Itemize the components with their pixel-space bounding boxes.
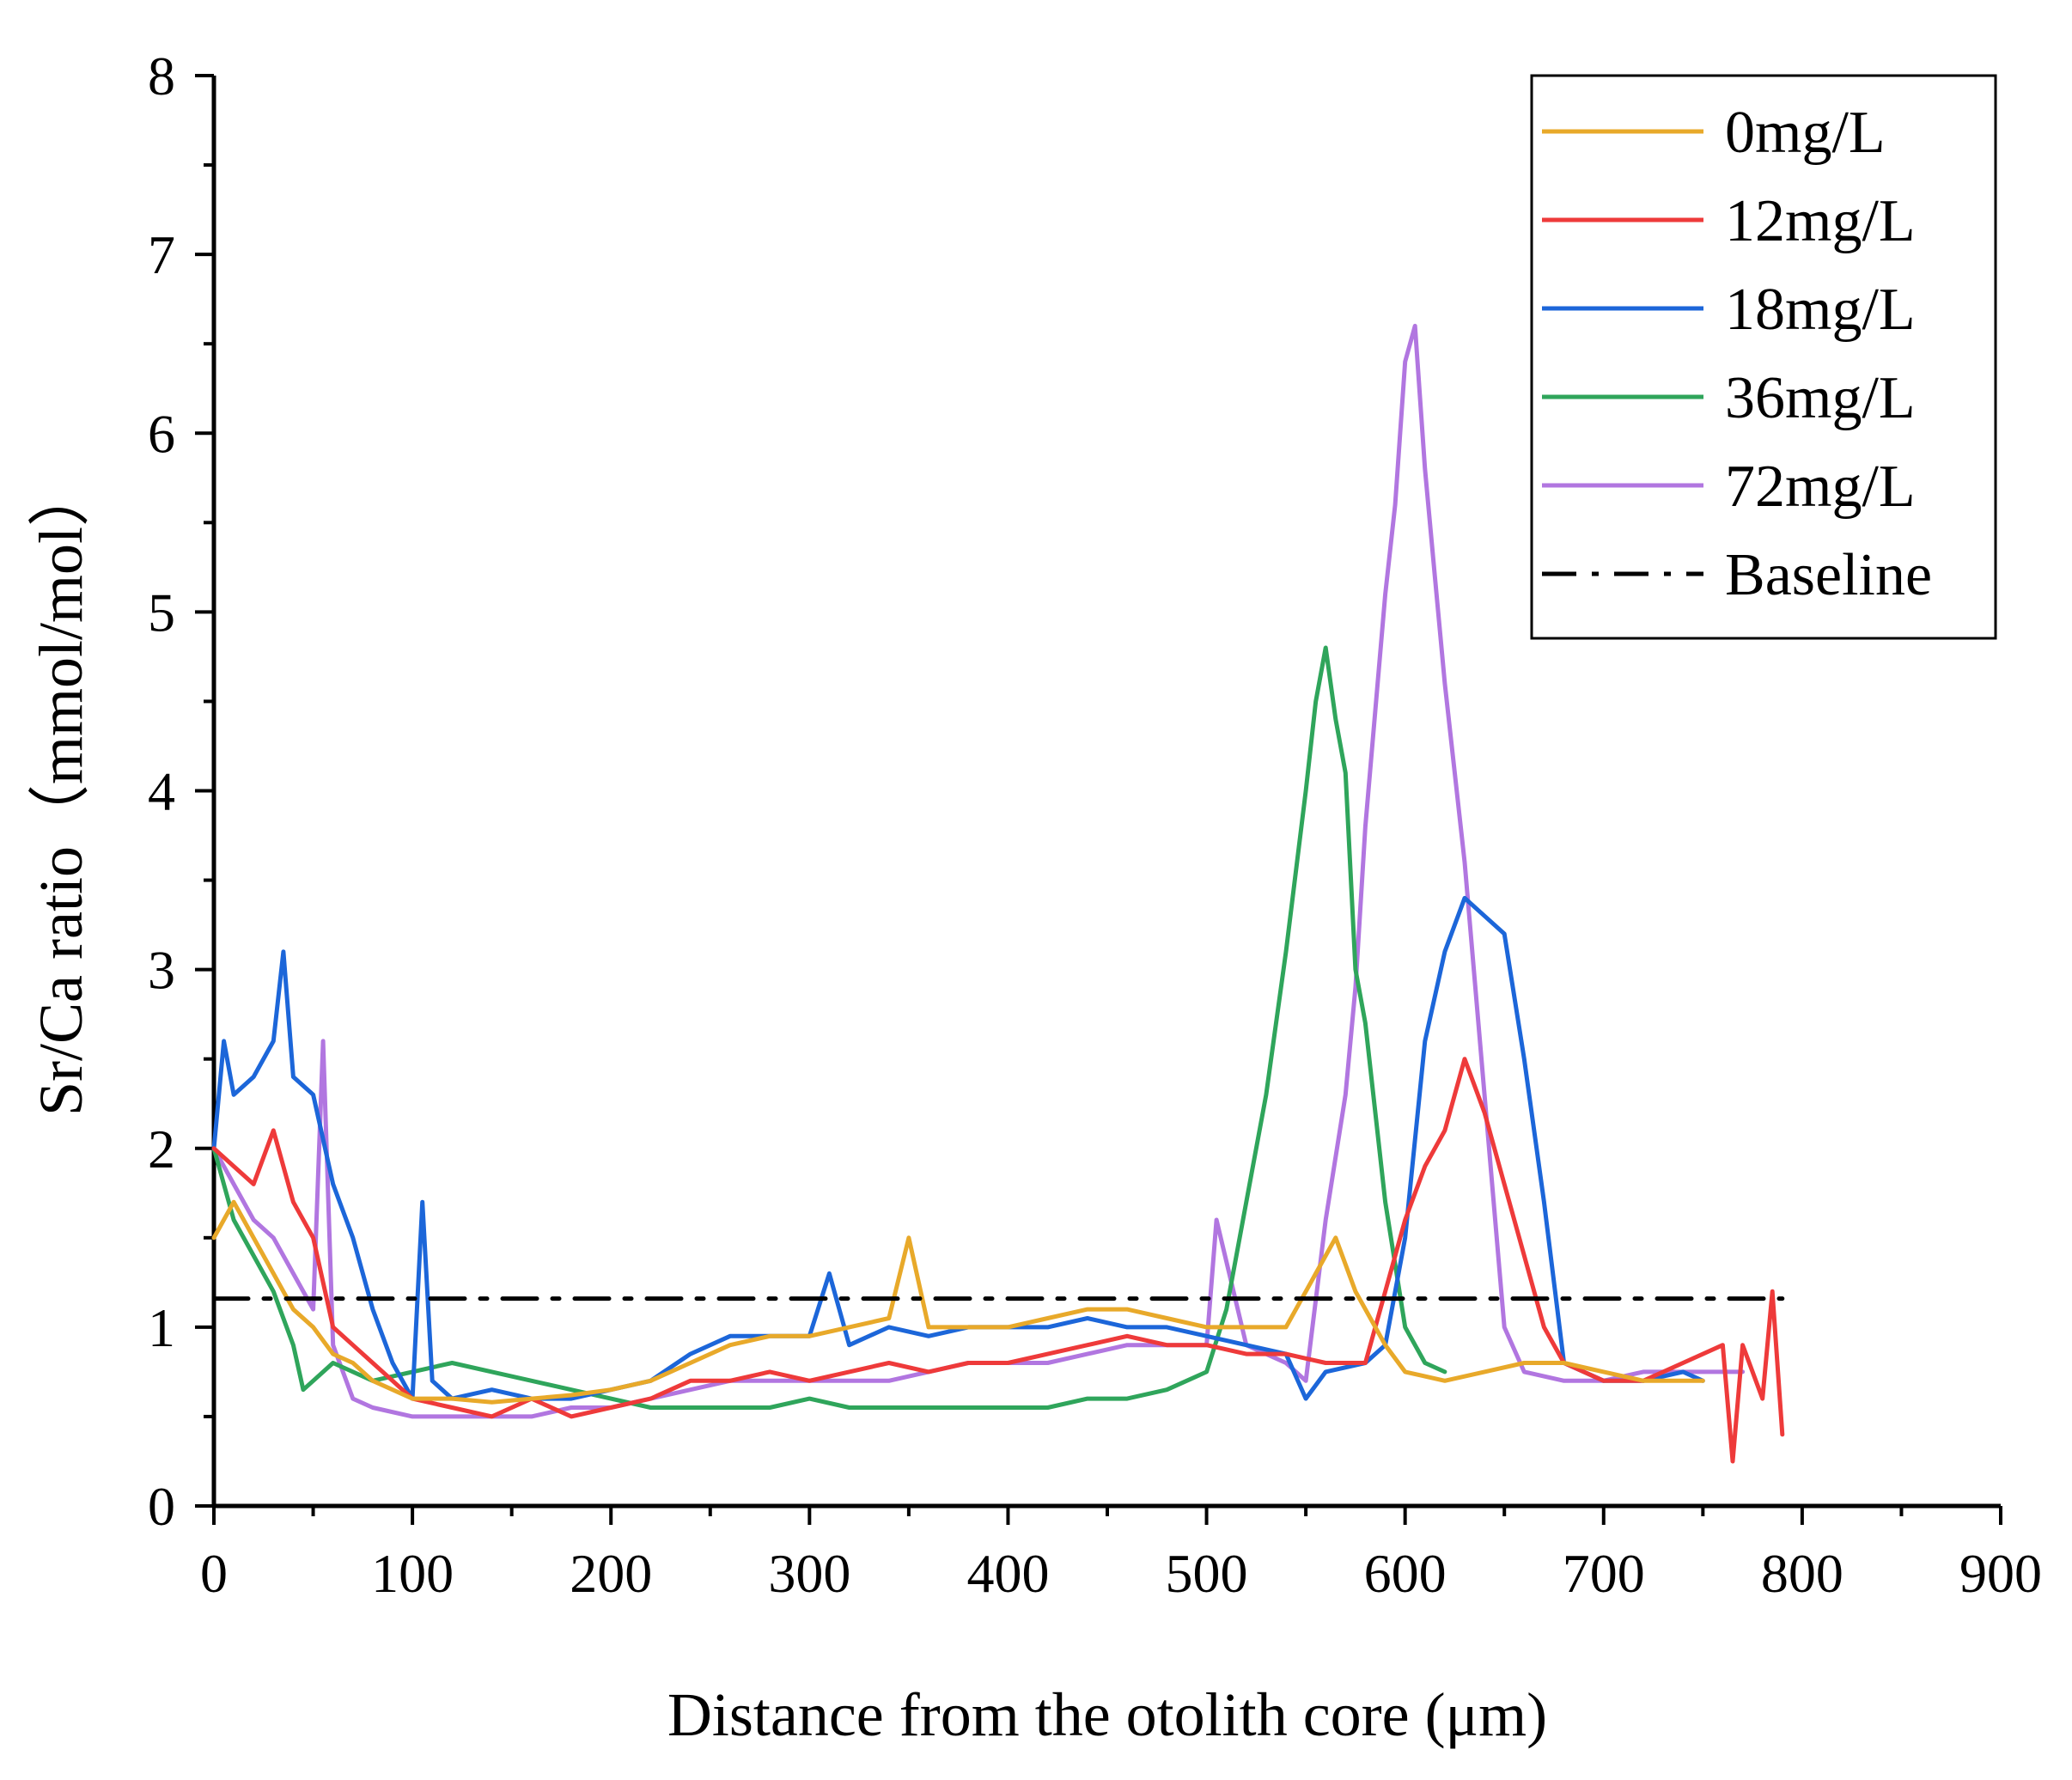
series-line-0mgl xyxy=(211,1199,1705,1405)
series-line-36mgl xyxy=(211,645,1447,1410)
legend-label: 18mg/L xyxy=(1725,277,1916,343)
y-tick-label: 5 xyxy=(148,582,175,643)
y-tick-label: 3 xyxy=(148,940,175,1001)
y-tick-label: 2 xyxy=(148,1119,175,1180)
legend-label: 72mg/L xyxy=(1725,454,1916,520)
x-tick-label: 500 xyxy=(1166,1543,1248,1604)
legend-label: Baseline xyxy=(1725,542,1932,608)
y-tick-label: 1 xyxy=(148,1297,175,1358)
x-tick-label: 800 xyxy=(1761,1543,1843,1604)
series-layer xyxy=(211,323,1785,1464)
y-tick-label: 6 xyxy=(148,403,175,464)
x-tick-label: 200 xyxy=(570,1543,652,1604)
y-tick-label: 4 xyxy=(148,761,175,822)
x-tick-label: 0 xyxy=(200,1543,228,1604)
legend: 0mg/L 12mg/L 18mg/L 36mg/L 72mg/L Baseline xyxy=(1530,74,1997,640)
x-tick-label: 100 xyxy=(371,1543,454,1604)
axes: 0 100 200 300 400 500 600 700 800 900 0 1 2 3 4 5 6 7 8 xyxy=(148,46,2042,1604)
y-tick-label: 8 xyxy=(148,46,175,107)
x-tick-label: 900 xyxy=(1959,1543,2042,1604)
x-tick-label: 400 xyxy=(966,1543,1049,1604)
y-tick-label: 7 xyxy=(148,224,175,285)
x-tick-label: 600 xyxy=(1364,1543,1447,1604)
legend-label: 0mg/L xyxy=(1725,100,1886,166)
x-tick-label: 300 xyxy=(768,1543,850,1604)
x-axis-title: Distance from the otolith core (μm) xyxy=(667,1680,1547,1749)
series-line-18mgl xyxy=(211,895,1705,1401)
y-axis-title: Sr/Ca ratio（mmol/mol） xyxy=(27,465,95,1116)
y-ticks: 0 1 2 3 4 5 6 7 8 xyxy=(148,46,214,1537)
x-ticks: 0 100 200 300 400 500 600 700 800 900 xyxy=(200,1506,2042,1604)
legend-label: 36mg/L xyxy=(1725,365,1916,431)
x-tick-label: 700 xyxy=(1563,1543,1645,1604)
series-line-72mgl xyxy=(211,323,1746,1419)
series-line-12mgl xyxy=(211,1057,1785,1464)
y-tick-label: 0 xyxy=(148,1476,175,1537)
legend-box xyxy=(1530,74,1997,640)
legend-label: 12mg/L xyxy=(1725,188,1916,254)
